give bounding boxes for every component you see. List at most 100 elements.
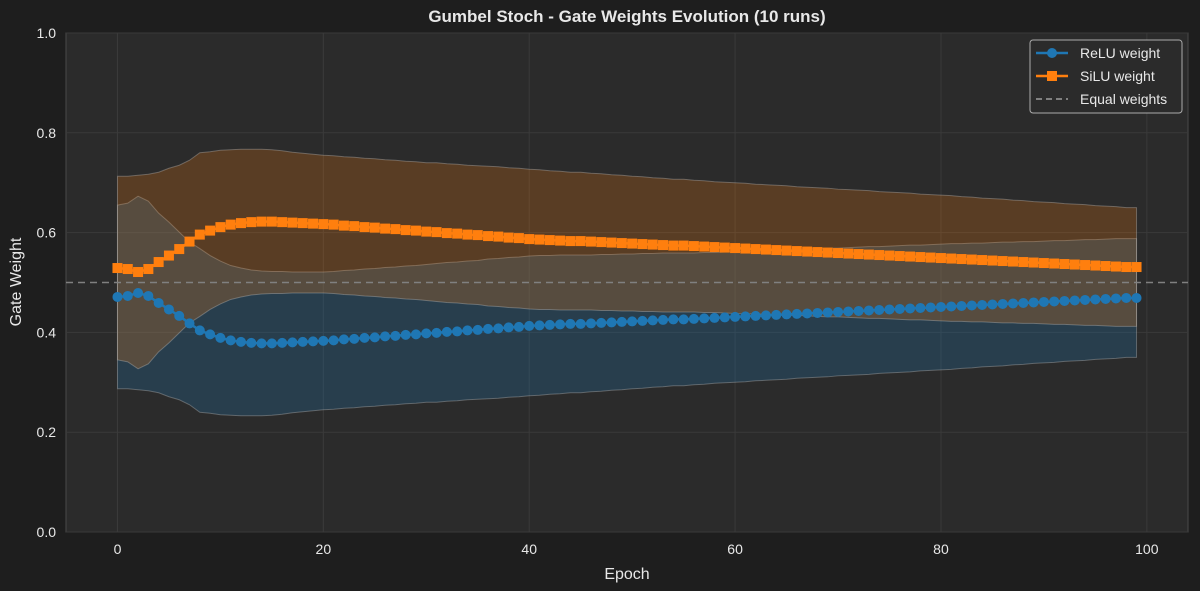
relu-point: [369, 332, 380, 343]
silu-line: [117, 220, 1137, 274]
relu-point: [328, 335, 339, 346]
relu-line: [117, 291, 1137, 345]
relu-point: [390, 330, 401, 341]
silu-point: [935, 253, 946, 264]
relu-point: [122, 290, 133, 301]
relu-point: [760, 310, 771, 321]
silu-point: [380, 223, 391, 234]
silu-point: [524, 234, 535, 245]
silu-point: [987, 255, 998, 266]
x-tick-label: 100: [1135, 541, 1159, 557]
relu-point: [1008, 298, 1019, 309]
relu-point: [410, 329, 421, 340]
legend-silu-label: SiLU weight: [1080, 68, 1155, 84]
silu-point: [1121, 262, 1132, 273]
y-axis-label: Gate Weight: [8, 237, 25, 326]
relu-point: [863, 305, 874, 316]
relu-point: [452, 326, 463, 337]
silu-point: [740, 243, 751, 254]
silu-point: [956, 254, 967, 265]
silu-point: [905, 251, 916, 262]
relu-point: [884, 304, 895, 315]
relu-point: [555, 319, 566, 330]
relu-point: [606, 317, 617, 328]
silu-point: [781, 245, 792, 256]
silu-point: [585, 236, 596, 247]
relu-point: [668, 314, 679, 325]
relu-point: [338, 334, 349, 345]
silu-point: [328, 219, 339, 230]
relu-point: [205, 329, 216, 340]
relu-point: [215, 332, 226, 343]
silu-point: [215, 222, 226, 233]
relu-point: [184, 318, 195, 329]
relu-point: [1059, 295, 1070, 306]
silu-point: [225, 219, 236, 230]
relu-point: [246, 337, 257, 348]
silu-point: [884, 250, 895, 261]
relu-point: [575, 318, 586, 329]
silu-point: [668, 240, 679, 251]
relu-point: [503, 322, 514, 333]
relu-point: [812, 307, 823, 318]
silu-point: [678, 240, 689, 251]
relu-point: [699, 313, 710, 324]
relu-point: [853, 305, 864, 316]
relu-point: [308, 336, 319, 347]
silu-point: [390, 224, 401, 235]
relu-point: [1018, 297, 1029, 308]
legend-relu-label: ReLU weight: [1080, 45, 1160, 61]
relu-point: [225, 335, 236, 346]
relu-point: [925, 302, 936, 313]
relu-point: [1049, 296, 1060, 307]
silu-point: [400, 225, 411, 236]
relu-point: [277, 337, 288, 348]
relu-point: [359, 332, 370, 343]
relu-point: [977, 299, 988, 310]
silu-point: [709, 242, 720, 253]
relu-point: [462, 325, 473, 336]
silu-point: [1038, 258, 1049, 269]
relu-point: [1090, 294, 1101, 305]
relu-point: [1069, 295, 1080, 306]
y-tick-label: 0.8: [37, 125, 57, 141]
silu-point: [853, 249, 864, 260]
x-tick-label: 0: [114, 541, 122, 557]
relu-point: [349, 333, 360, 344]
silu-point: [493, 231, 504, 242]
relu-point: [1038, 296, 1049, 307]
x-tick-label: 80: [933, 541, 949, 557]
silu-point: [246, 217, 257, 228]
relu-point: [956, 300, 967, 311]
silu-point: [874, 250, 885, 261]
chart-title: Gumbel Stoch - Gate Weights Evolution (1…: [428, 7, 825, 26]
silu-point: [719, 242, 730, 253]
silu-point: [977, 255, 988, 266]
relu-point: [431, 327, 442, 338]
relu-point: [647, 315, 658, 326]
silu-point: [760, 244, 771, 255]
silu-point: [966, 254, 977, 265]
y-tick-label: 1.0: [37, 25, 57, 41]
silu-point: [1131, 262, 1142, 273]
series-lines: [112, 216, 1142, 349]
silu-point: [1018, 257, 1029, 268]
relu-point: [112, 291, 123, 302]
silu-point: [894, 251, 905, 262]
silu-point: [822, 247, 833, 258]
x-axis-label: Epoch: [604, 566, 649, 583]
silu-point: [791, 246, 802, 257]
silu-point: [256, 216, 267, 227]
relu-point: [421, 328, 432, 339]
relu-point: [935, 301, 946, 312]
silu-point: [771, 245, 782, 256]
silu-point: [349, 221, 360, 232]
relu-point: [256, 338, 267, 349]
silu-point: [163, 250, 174, 261]
relu-point: [441, 326, 452, 337]
y-tick-label: 0.0: [37, 524, 57, 540]
relu-point: [627, 316, 638, 327]
y-ticks: 0.0 0.2 0.4 0.6 0.8 1.0: [37, 25, 57, 540]
silu-point: [688, 241, 699, 252]
relu-point: [596, 317, 607, 328]
